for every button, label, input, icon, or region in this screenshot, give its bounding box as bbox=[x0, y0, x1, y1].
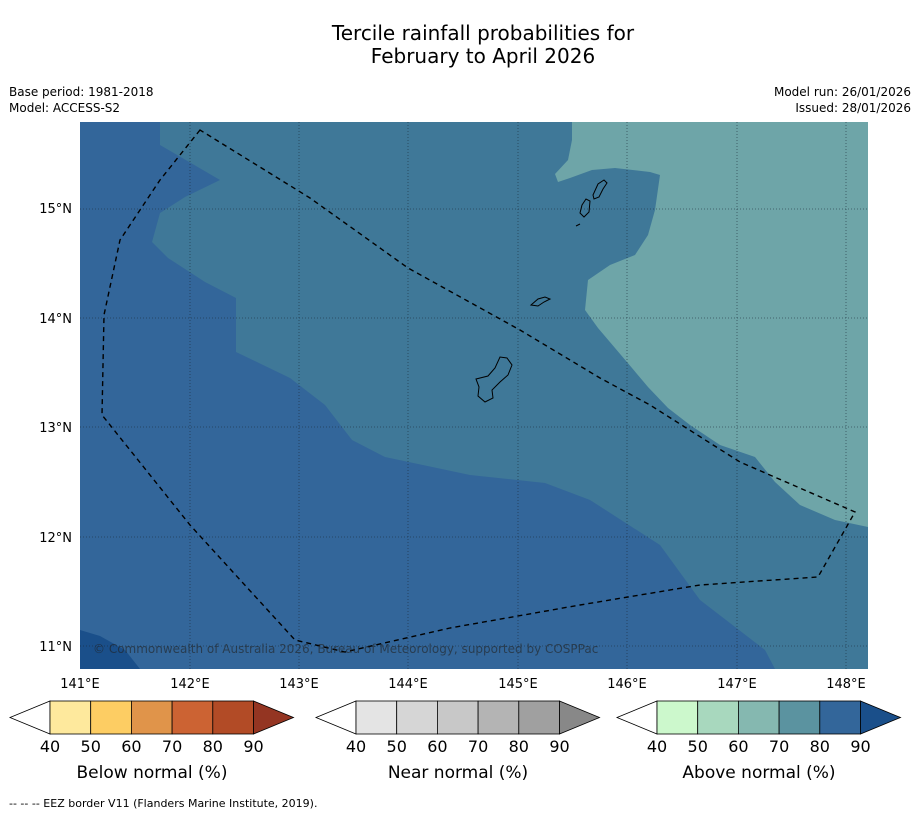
lon-label: 148°E bbox=[826, 677, 866, 692]
colorbar-tick-label: 50 bbox=[387, 737, 407, 756]
lon-label: 143°E bbox=[279, 677, 319, 692]
lon-label: 141°E bbox=[60, 677, 100, 692]
colorbar-segment bbox=[518, 700, 560, 735]
colorbar-label-near: Near normal (%) bbox=[388, 763, 528, 783]
colorbar-tick-label: 80 bbox=[509, 737, 529, 756]
lat-label: 14°N bbox=[39, 312, 72, 327]
lon-labels: 141°E 142°E 143°E 144°E 145°E 146°E 147°… bbox=[60, 677, 866, 692]
copyright-text: © Commonwealth of Australia 2026, Bureau… bbox=[93, 642, 598, 656]
colorbar-tick-label: 60 bbox=[427, 737, 447, 756]
lon-label: 146°E bbox=[607, 677, 647, 692]
colorbar-extend-high bbox=[860, 700, 902, 735]
colorbar-extend-low bbox=[314, 700, 357, 735]
colorbar-segment bbox=[355, 700, 398, 735]
lon-label: 142°E bbox=[170, 677, 210, 692]
colorbar-extend-high bbox=[559, 700, 601, 735]
colorbar-segment bbox=[738, 700, 780, 735]
island-aguijan bbox=[575, 223, 581, 227]
footnote-eez: -- -- -- EEZ border V11 (Flanders Marine… bbox=[9, 797, 318, 810]
lat-label: 13°N bbox=[39, 421, 72, 436]
colorbar-tick-label: 80 bbox=[203, 737, 223, 756]
colorbar-segment bbox=[656, 700, 699, 735]
colorbar-tick-label: 50 bbox=[81, 737, 101, 756]
lon-label: 145°E bbox=[498, 677, 538, 692]
gridlines bbox=[80, 122, 868, 669]
colorbar-tick-label: 70 bbox=[769, 737, 789, 756]
colorbar-above-normal: 40 50 60 70 80 90 bbox=[615, 700, 902, 756]
colorbar-tick-label: 40 bbox=[40, 737, 60, 756]
colorbar-tick-label: 90 bbox=[850, 737, 870, 756]
colorbar-extend-low bbox=[615, 700, 658, 735]
colorbar-extend-high bbox=[253, 700, 295, 735]
base-period-text: Base period: 1981-2018 bbox=[9, 85, 154, 99]
colorbar-near-normal: 40 50 60 70 80 90 bbox=[314, 700, 601, 756]
region-90-plus bbox=[80, 630, 140, 669]
colorbar-segment bbox=[778, 700, 821, 735]
colorbar-segment bbox=[819, 700, 861, 735]
issued-text: Issued: 28/01/2026 bbox=[795, 101, 911, 115]
colorbar-tick-label: 70 bbox=[468, 737, 488, 756]
model-run-text: Model run: 26/01/2026 bbox=[773, 85, 911, 99]
lat-labels: 15°N 14°N 13°N 12°N 11°N bbox=[39, 202, 72, 655]
colorbar-segment bbox=[437, 700, 479, 735]
colorbar-tick-label: 80 bbox=[810, 737, 830, 756]
chart-title: Tercile rainfall probabilities for Febru… bbox=[0, 22, 919, 68]
lat-label: 12°N bbox=[39, 531, 72, 546]
colorbar-extend-low bbox=[8, 700, 51, 735]
colorbar-segment bbox=[90, 700, 132, 735]
colorbar-segment bbox=[49, 700, 92, 735]
lat-label: 15°N bbox=[39, 202, 72, 217]
colorbar-label-above: Above normal (%) bbox=[682, 763, 835, 783]
meta-left: Base period: 1981-2018 Model: ACCESS-S2 bbox=[9, 84, 154, 116]
lon-label: 147°E bbox=[717, 677, 757, 692]
islands bbox=[475, 179, 608, 403]
region-60-70 bbox=[555, 122, 868, 527]
colorbar-segment bbox=[171, 700, 214, 735]
colorbar-segment bbox=[697, 700, 739, 735]
colorbar-segment bbox=[212, 700, 254, 735]
colorbar-tick-label: 90 bbox=[549, 737, 569, 756]
colorbar-tick-label: 40 bbox=[647, 737, 667, 756]
title-line-2: February to April 2026 bbox=[370, 44, 596, 68]
island-saipan bbox=[592, 179, 608, 200]
colorbar-tick-label: 40 bbox=[346, 737, 366, 756]
colorbar-labels: Below normal (%) Near normal (%) Above n… bbox=[77, 763, 836, 783]
colorbar-label-below: Below normal (%) bbox=[77, 763, 228, 783]
island-guam bbox=[475, 356, 513, 403]
colorbar-segment bbox=[477, 700, 520, 735]
title-line-1: Tercile rainfall probabilities for bbox=[331, 21, 635, 45]
meta-right: Model run: 26/01/2026 Issued: 28/01/2026 bbox=[774, 84, 911, 116]
colorbar-segment bbox=[131, 700, 173, 735]
eez-border bbox=[101, 129, 856, 653]
model-text: Model: ACCESS-S2 bbox=[9, 101, 121, 115]
colorbar-tick-label: 50 bbox=[688, 737, 708, 756]
colorbar-tick-label: 90 bbox=[243, 737, 263, 756]
colorbar-tick-label: 60 bbox=[728, 737, 748, 756]
island-tinian bbox=[579, 198, 591, 218]
probability-fields: © Commonwealth of Australia 2026, Bureau… bbox=[80, 122, 868, 669]
colorbar-tick-label: 70 bbox=[162, 737, 182, 756]
lat-label: 11°N bbox=[39, 640, 72, 655]
lon-label: 144°E bbox=[388, 677, 428, 692]
island-rota bbox=[529, 296, 552, 307]
colorbar-segment bbox=[396, 700, 438, 735]
colorbar-tick-label: 60 bbox=[121, 737, 141, 756]
colorbar-below-normal: 40 50 60 70 80 90 bbox=[8, 700, 295, 756]
